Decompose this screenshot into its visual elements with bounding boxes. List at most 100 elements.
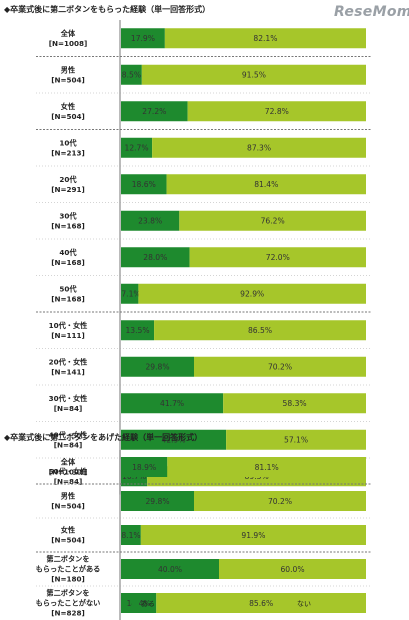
bar-segment-nai [167, 457, 366, 477]
chart-title: ◆卒業式後に第二ボタンをもらった経験（単一回答形式） [4, 4, 210, 14]
category-label: 30代 [59, 211, 77, 220]
category-label: 20代 [59, 175, 77, 184]
bar-segment-aru [121, 559, 219, 579]
bar-segment-nai [219, 559, 366, 579]
category-label: 全体 [60, 29, 76, 38]
data-label: 91.9% [241, 531, 265, 540]
data-label: 41.7% [160, 399, 184, 408]
category-label: 40代 [59, 248, 77, 257]
category-label: 20代・女性 [49, 357, 88, 366]
data-label: 87.3% [247, 144, 271, 153]
data-label: 18.6% [132, 180, 156, 189]
data-label: 8.1% [121, 531, 140, 540]
data-label: 27.2% [142, 107, 166, 116]
category-label: [N=84] [54, 477, 83, 486]
category-label: [N=213] [51, 148, 85, 157]
bar-segment-nai [189, 247, 366, 268]
category-label: 50代・女性 [49, 467, 88, 476]
category-label: [N=828] [51, 609, 85, 618]
bar-segment-aru [121, 525, 141, 545]
data-label: 8.5% [122, 71, 141, 80]
category-label: 30代・女性 [49, 394, 88, 403]
category-label: [N=180] [51, 575, 85, 584]
data-label: 29.8% [145, 497, 169, 506]
category-label: [N=84] [54, 404, 83, 413]
bar-segment-nai [223, 393, 366, 414]
legend-swatch [132, 600, 138, 606]
bar-segment-aru [121, 210, 180, 231]
bar-segment-nai [156, 593, 366, 613]
data-label: 42.9% [161, 436, 185, 445]
data-label: 7.1% [121, 290, 140, 299]
bar-segment-nai [187, 101, 366, 122]
bar-segment-nai [194, 356, 366, 377]
data-label: 70.2% [268, 363, 292, 372]
legend-label: ない [297, 600, 311, 608]
bar-segment-aru [121, 64, 142, 85]
category-label: [N=111] [51, 331, 85, 340]
bar-segment-aru [121, 137, 153, 158]
bar-segment-aru [121, 174, 167, 195]
bar-segment-nai [179, 210, 366, 231]
data-label: 72.8% [265, 107, 289, 116]
bar-segment-nai [226, 429, 366, 450]
bar-segment-aru [121, 283, 139, 304]
data-label: 60.0% [280, 565, 304, 574]
category-label: [N=1008] [49, 39, 88, 48]
bar-segment-aru [121, 356, 195, 377]
category-label: 50代 [59, 284, 77, 293]
category-label: 女性 [61, 526, 75, 535]
category-label: 第二ボタンを [46, 555, 89, 564]
data-label: 57.1% [284, 436, 308, 445]
chart-1: ◆卒業式後に第二ボタンをもらった経験（単一回答形式）全体[N=1008]17.9… [4, 4, 372, 506]
bar-segment-nai [166, 174, 366, 195]
data-label: 28.0% [143, 253, 167, 262]
category-label: 全体 [60, 458, 76, 467]
data-label: 81.4% [254, 180, 278, 189]
category-label: 第二ボタンを [46, 589, 89, 598]
data-label: 58.3% [283, 399, 307, 408]
category-label: [N=504] [51, 536, 85, 545]
category-label: [N=504] [51, 502, 85, 511]
category-label: もらったことがない [36, 599, 101, 608]
data-label: 70.2% [268, 497, 292, 506]
data-label: 72.0% [266, 253, 290, 262]
category-label: [N=1008] [49, 468, 88, 477]
data-label: 76.2% [261, 217, 285, 226]
bar-segment-nai [140, 525, 366, 545]
bar-segment-nai [164, 28, 366, 49]
resemom-logo: ReseMom [334, 4, 409, 20]
category-label: [N=141] [51, 367, 85, 376]
bar-segment-nai [141, 64, 366, 85]
category-label: [N=504] [51, 112, 85, 121]
bar-segment-aru [121, 593, 157, 613]
data-label: 29.8% [145, 363, 169, 372]
category-label: [N=84] [54, 440, 83, 449]
category-label: [N=504] [51, 75, 85, 84]
data-label: 86.5% [248, 326, 272, 335]
bar-segment-aru [121, 28, 165, 49]
data-label: 18.9% [132, 463, 156, 472]
bar-segment-nai [194, 491, 366, 511]
legend-label: ある [141, 600, 155, 608]
category-label: 男性 [60, 65, 75, 74]
category-label: 男性 [60, 492, 75, 501]
category-label: 10代 [59, 138, 77, 147]
category-label: 10代・女性 [49, 321, 88, 330]
data-label: 81.1% [255, 463, 279, 472]
bar-segment-aru [121, 393, 224, 414]
category-label: [N=168] [51, 258, 85, 267]
bar-segment-nai [152, 137, 366, 158]
data-label: 82.1% [253, 34, 277, 43]
bar-segment-aru [121, 491, 195, 511]
data-label: 14.4% [127, 599, 151, 608]
data-label: 92.9% [240, 290, 264, 299]
data-label: 12.7% [124, 144, 148, 153]
data-label: 85.6% [249, 599, 273, 608]
category-label: [N=168] [51, 221, 85, 230]
bar-segment-aru [121, 429, 227, 450]
chart-title: ◆卒業式後に第二ボタンをあげた経験（単一回答形式） [4, 432, 202, 442]
bar-segment-nai [154, 320, 366, 341]
category-label: [N=291] [51, 185, 85, 194]
